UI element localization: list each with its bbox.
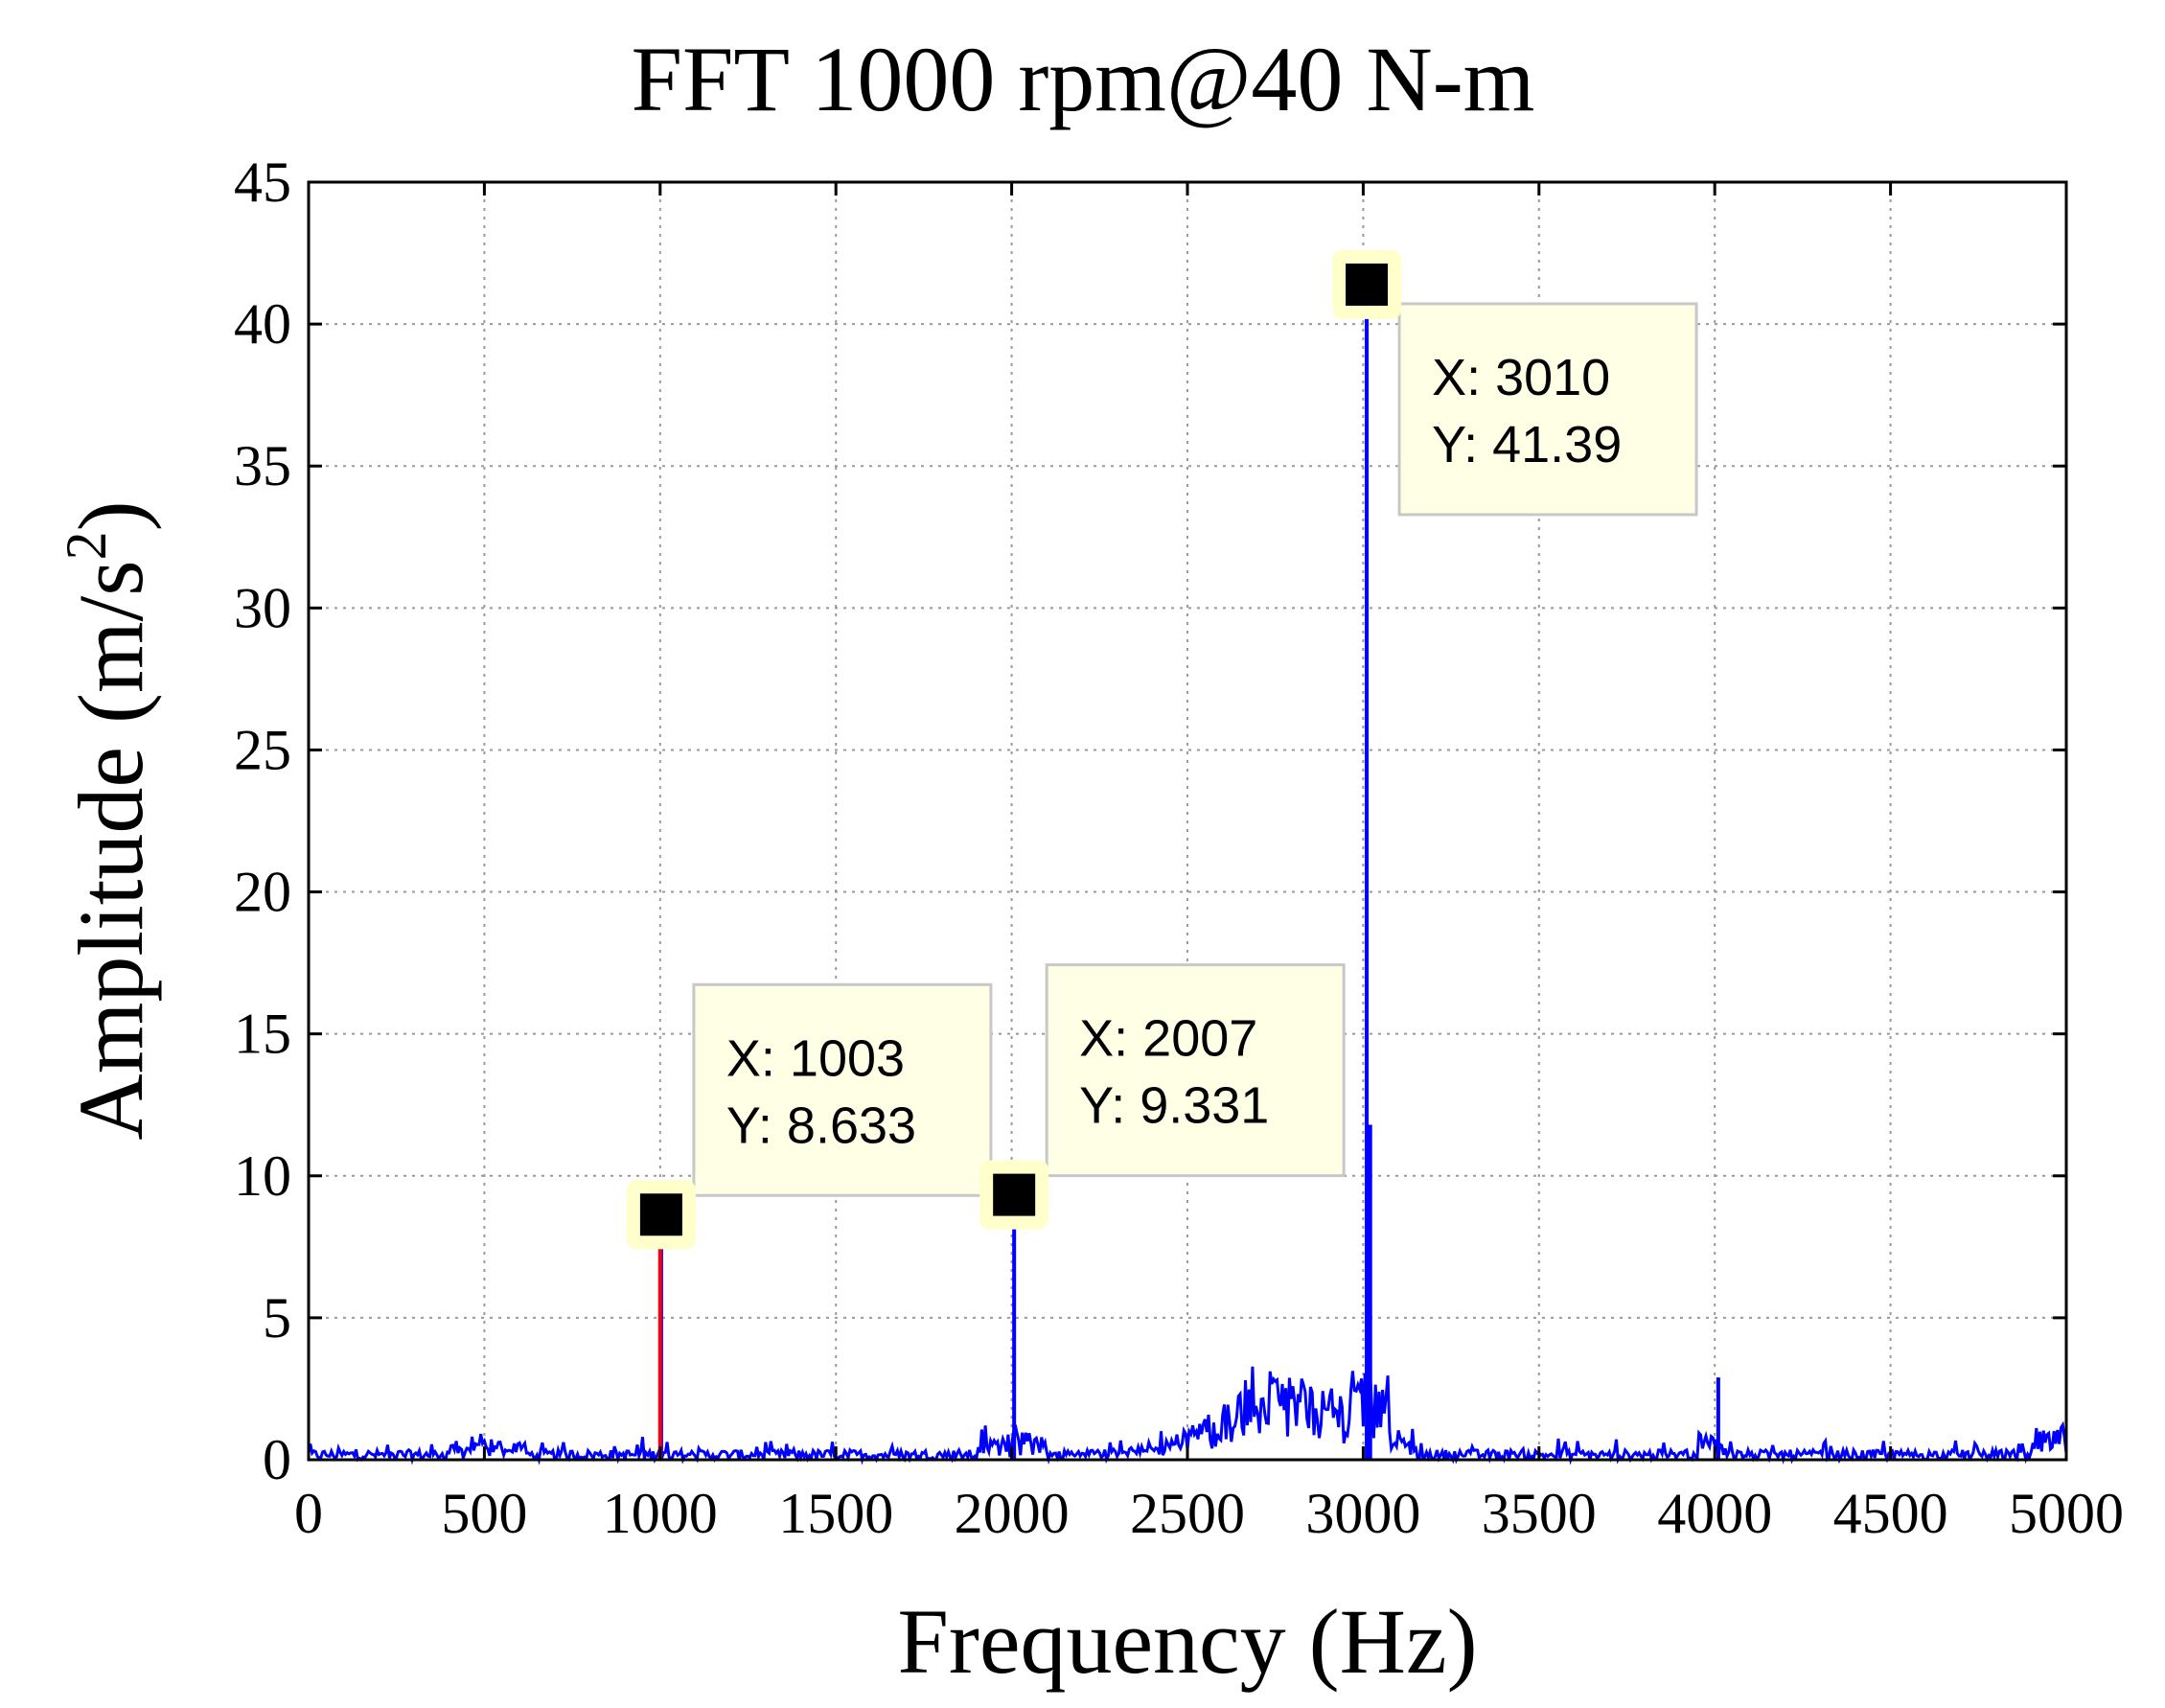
spectrum-noise-line bbox=[307, 1366, 2068, 1466]
y-tick-label: 5 bbox=[263, 1286, 291, 1350]
x-tick-label: 1000 bbox=[603, 1482, 718, 1545]
datatip-box bbox=[692, 982, 993, 1197]
x-tick-label: 1500 bbox=[778, 1482, 893, 1545]
datatip-1003[interactable]: X: 1003 Y: 8.633 bbox=[626, 982, 993, 1250]
x-tick-label: 4500 bbox=[1833, 1482, 1948, 1545]
y-axis-label-main: Amplitude (m/s bbox=[59, 560, 162, 1140]
datatip-box bbox=[1397, 302, 1698, 517]
datatip-marker[interactable] bbox=[1346, 263, 1389, 306]
datatip-marker[interactable] bbox=[993, 1173, 1036, 1216]
x-tick-label: 3500 bbox=[1482, 1482, 1597, 1545]
y-tick-label: 0 bbox=[263, 1428, 291, 1491]
datatip-2007[interactable]: X: 2007 Y: 9.331 bbox=[979, 963, 1346, 1230]
x-axis-label: Frequency (Hz) bbox=[897, 1590, 1477, 1693]
y-tick-label: 20 bbox=[234, 861, 291, 924]
datatip-y-text: Y: 8.633 bbox=[726, 1096, 916, 1154]
y-axis-label: Amplitude (m/s2) bbox=[55, 500, 162, 1140]
y-tick-label: 25 bbox=[234, 718, 291, 781]
datatip-marker[interactable] bbox=[639, 1193, 682, 1236]
y-axis-label-close: ) bbox=[59, 500, 162, 531]
datatip-x-text: X: 2007 bbox=[1079, 1010, 1257, 1068]
datatip-3010[interactable]: X: 3010 Y: 41.39 bbox=[1332, 249, 1698, 517]
datatip-box bbox=[1045, 963, 1346, 1178]
x-tick-label: 5000 bbox=[2009, 1482, 2124, 1545]
x-ticks: 0 500 1000 1500 2000 2500 3000 3500 4000 4500 5000 bbox=[294, 182, 2124, 1545]
datatip-x-text: X: 3010 bbox=[1432, 349, 1610, 406]
y-tick-label: 10 bbox=[234, 1144, 291, 1208]
grid bbox=[309, 182, 2066, 1460]
y-tick-label: 45 bbox=[234, 150, 291, 214]
y-tick-label: 30 bbox=[234, 576, 291, 639]
x-tick-label: 2000 bbox=[955, 1482, 1070, 1545]
y-ticks: 0 5 10 15 20 25 30 35 40 45 bbox=[234, 150, 2066, 1491]
x-tick-label: 2500 bbox=[1130, 1482, 1245, 1545]
y-tick-label: 15 bbox=[234, 1003, 291, 1066]
x-tick-label: 0 bbox=[294, 1482, 323, 1545]
datatip-y-text: Y: 41.39 bbox=[1432, 416, 1622, 473]
x-tick-label: 500 bbox=[441, 1482, 527, 1545]
x-tick-label: 3000 bbox=[1305, 1482, 1420, 1545]
y-tick-label: 35 bbox=[234, 434, 291, 497]
datatip-y-text: Y: 9.331 bbox=[1079, 1077, 1269, 1135]
x-tick-label: 4000 bbox=[1657, 1482, 1772, 1545]
datatips: X: 1003 Y: 8.633 X: 2007 Y: 9.331 X: 3010 Y: … bbox=[626, 249, 1698, 1250]
y-axis-label-superscript: 2 bbox=[55, 531, 118, 560]
datatip-x-text: X: 1003 bbox=[726, 1029, 905, 1087]
chart-title: FFT 1000 rpm@40 N-m bbox=[632, 28, 1535, 130]
y-tick-label: 40 bbox=[234, 292, 291, 356]
